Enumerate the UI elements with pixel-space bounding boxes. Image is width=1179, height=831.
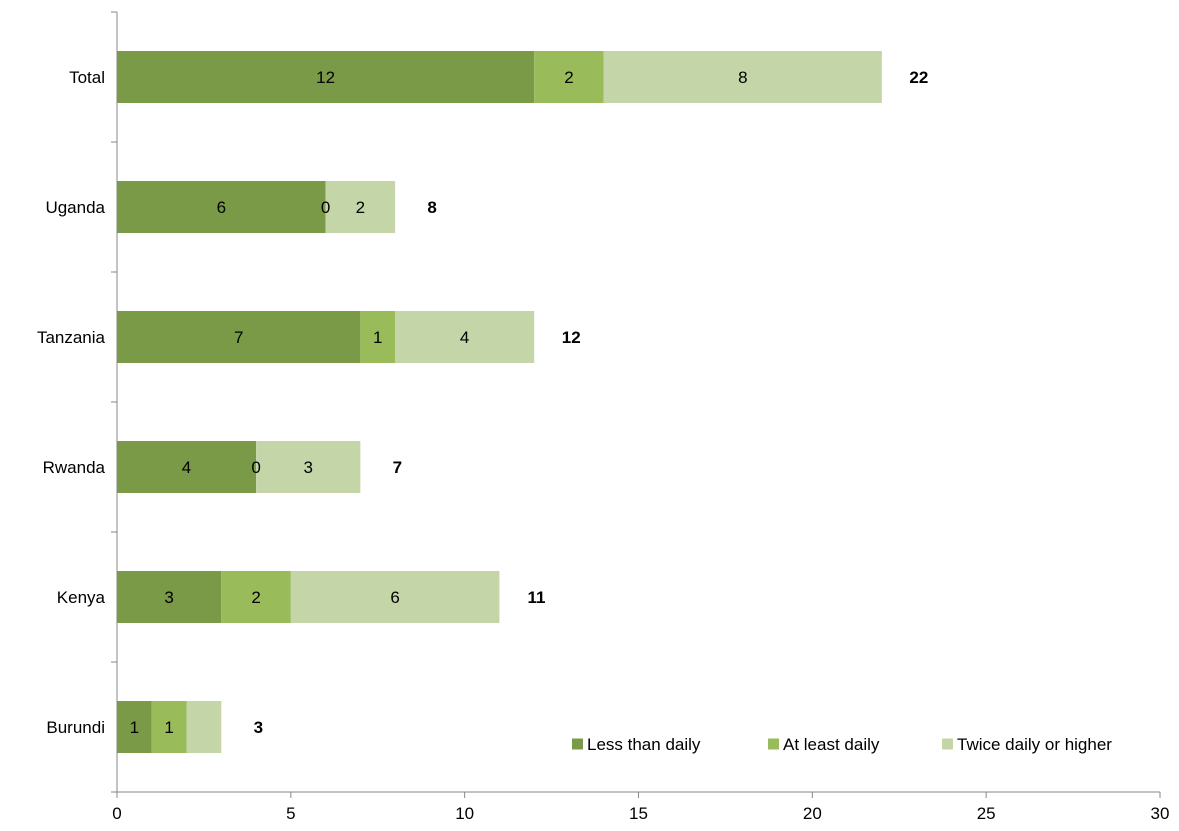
total-value-label: 8 (427, 198, 436, 217)
y-category-label: Uganda (45, 198, 105, 217)
x-tick-label: 25 (977, 804, 996, 823)
total-value-label: 7 (393, 458, 402, 477)
legend-item: At least daily (768, 735, 880, 754)
total-value-label: 22 (909, 68, 928, 87)
legend-swatch (572, 738, 583, 750)
bar-segment (117, 181, 326, 233)
legend-swatch (942, 738, 953, 750)
bar-segment (325, 181, 396, 233)
bar-segment (395, 311, 535, 363)
bar-segment (290, 571, 500, 623)
segment-value-label: 0 (251, 458, 260, 477)
y-category-label: Kenya (57, 588, 106, 607)
bar-segment (534, 51, 604, 103)
segment-value-label: 1 (373, 328, 382, 347)
total-value-label: 12 (562, 328, 581, 347)
x-tick-label: 10 (455, 804, 474, 823)
x-tick-label: 5 (286, 804, 295, 823)
total-value-label: 11 (527, 588, 545, 607)
legend-label: Twice daily or higher (957, 735, 1112, 754)
y-category-label: Burundi (46, 718, 105, 737)
bar-segment (117, 51, 535, 103)
segment-value-label: 4 (182, 458, 191, 477)
bar-segment (221, 571, 291, 623)
y-category-label: Rwanda (43, 458, 106, 477)
bar-segment (117, 311, 361, 363)
segment-labels: 1 13 2 64 0 37 1 46 0 212 2 8 (130, 68, 748, 737)
segment-value-label: 4 (460, 328, 469, 347)
axes: 0 5 10 15 20 25 30BurundiKenyaRwandaTanzaniaUg… (37, 11, 1170, 823)
legend-item: Twice daily or higher (942, 735, 1112, 754)
bar-segment (117, 701, 152, 753)
legend-label: Less than daily (587, 735, 701, 754)
segment-value-label: 2 (564, 68, 573, 87)
bars (117, 51, 882, 753)
x-tick-label: 30 (1151, 804, 1170, 823)
bar-segment (151, 701, 187, 753)
segment-value-label: 2 (251, 588, 260, 607)
segment-value-label: 8 (738, 68, 747, 87)
segment-value-label: 0 (321, 198, 330, 217)
segment-value-label: 7 (234, 328, 243, 347)
total-value-label: 3 (254, 718, 263, 737)
bar-segment (603, 51, 882, 103)
segment-value-label: 6 (217, 198, 226, 217)
bar-segment (117, 441, 257, 493)
segment-value-label: 3 (164, 588, 173, 607)
legend: Less than daily At least daily Twice daily… (572, 735, 1112, 754)
segment-value-label: 3 (303, 458, 312, 477)
bar-segment (360, 311, 396, 363)
x-tick-label: 15 (629, 804, 648, 823)
bar-segment (186, 701, 222, 753)
bar-segment (117, 571, 222, 623)
segment-value-label: 2 (356, 198, 365, 217)
y-category-label: Tanzania (37, 328, 106, 347)
bar-segment (256, 441, 361, 493)
legend-label: At least daily (783, 735, 880, 754)
y-category-label: Total (69, 68, 105, 87)
segment-value-label: 1 (164, 718, 173, 737)
segment-value-label: 12 (316, 68, 335, 87)
legend-item: Less than daily (572, 735, 701, 754)
segment-value-label: 1 (130, 718, 139, 737)
legend-swatch (768, 738, 779, 750)
x-tick-label: 0 (112, 804, 121, 823)
x-tick-label: 20 (803, 804, 822, 823)
segment-value-label: 6 (390, 588, 399, 607)
